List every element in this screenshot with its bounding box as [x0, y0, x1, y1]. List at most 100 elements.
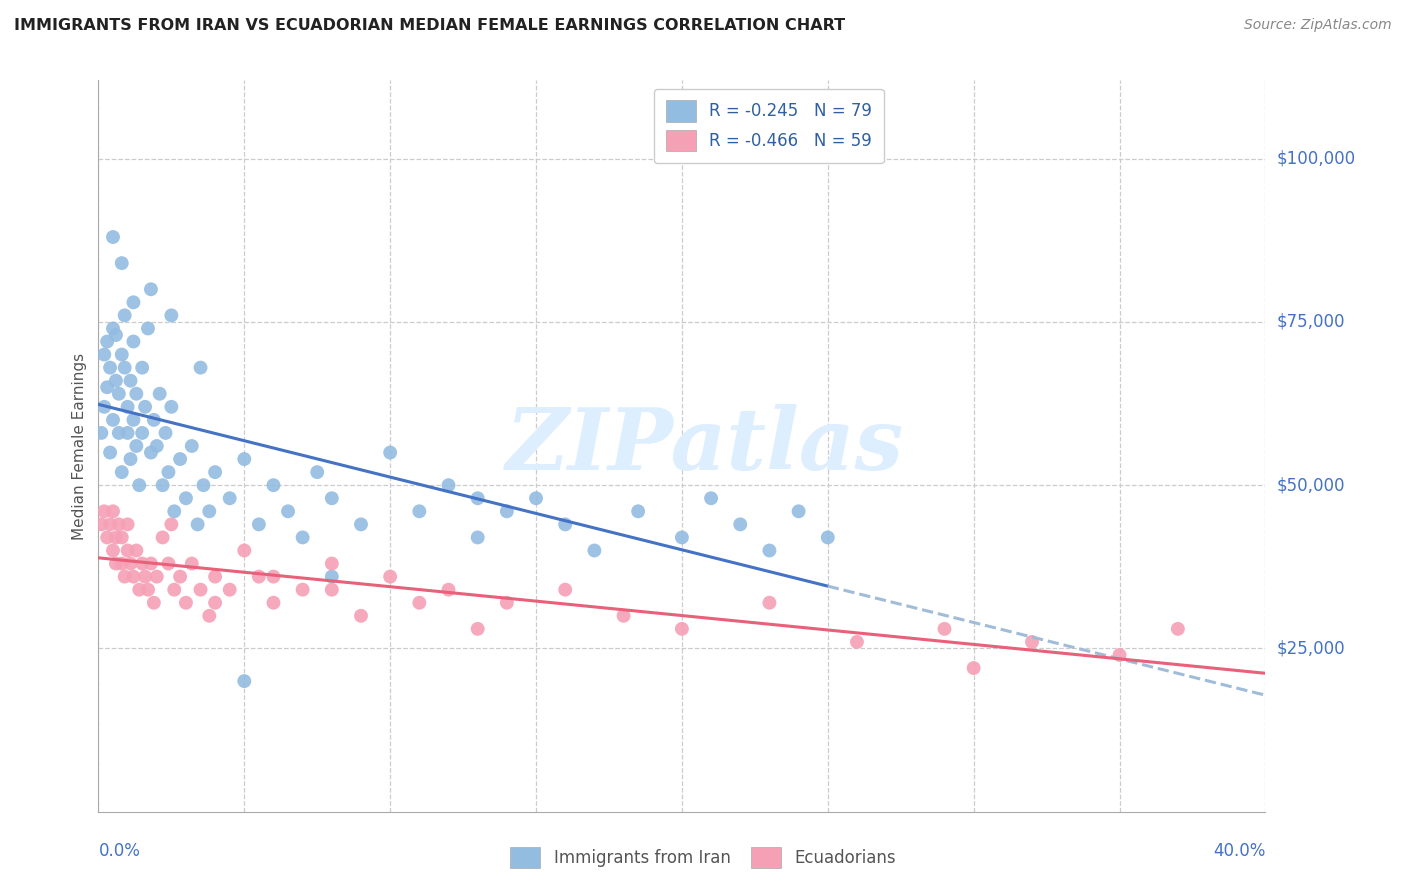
- Point: [104, 374, 127, 388]
- Text: $75,000: $75,000: [1277, 313, 1346, 331]
- Point: [163, 504, 186, 518]
- Point: [111, 557, 134, 571]
- Point: [114, 569, 136, 583]
- Point: [122, 413, 145, 427]
- Point: [247, 517, 270, 532]
- Point: [139, 282, 162, 296]
- Point: [408, 596, 430, 610]
- Point: [187, 517, 209, 532]
- Point: [169, 452, 191, 467]
- Point: [90, 425, 112, 440]
- Point: [277, 504, 299, 518]
- Point: [111, 347, 134, 362]
- Point: [554, 582, 576, 597]
- Point: [101, 504, 124, 518]
- Point: [157, 465, 180, 479]
- Point: [467, 622, 489, 636]
- Point: [108, 386, 131, 401]
- Point: [204, 596, 226, 610]
- Point: [98, 445, 121, 459]
- Text: $50,000: $50,000: [1277, 476, 1346, 494]
- Point: [131, 557, 153, 571]
- Point: [134, 400, 156, 414]
- Point: [204, 569, 226, 583]
- Point: [554, 517, 576, 532]
- Point: [321, 569, 343, 583]
- Point: [117, 425, 139, 440]
- Point: [262, 596, 284, 610]
- Point: [136, 582, 159, 597]
- Text: IMMIGRANTS FROM IRAN VS ECUADORIAN MEDIAN FEMALE EARNINGS CORRELATION CHART: IMMIGRANTS FROM IRAN VS ECUADORIAN MEDIA…: [14, 18, 845, 33]
- Point: [93, 400, 115, 414]
- Point: [730, 517, 752, 532]
- Point: [117, 543, 139, 558]
- Point: [962, 661, 984, 675]
- Point: [467, 530, 489, 544]
- Point: [125, 386, 148, 401]
- Point: [787, 504, 810, 518]
- Point: [98, 360, 121, 375]
- Point: [612, 608, 634, 623]
- Point: [817, 530, 839, 544]
- Point: [149, 386, 172, 401]
- Point: [96, 530, 118, 544]
- Point: [380, 445, 402, 459]
- Point: [350, 517, 373, 532]
- Point: [120, 452, 142, 467]
- Point: [437, 582, 460, 597]
- Point: [122, 295, 145, 310]
- Point: [101, 321, 124, 335]
- Point: [114, 360, 136, 375]
- Point: [204, 465, 226, 479]
- Point: [111, 256, 134, 270]
- Point: [627, 504, 650, 518]
- Point: [101, 413, 124, 427]
- Point: [111, 530, 134, 544]
- Point: [190, 582, 212, 597]
- Point: [125, 439, 148, 453]
- Point: [758, 596, 780, 610]
- Point: [671, 622, 693, 636]
- Point: [758, 543, 780, 558]
- Point: [350, 608, 373, 623]
- Text: Source: ZipAtlas.com: Source: ZipAtlas.com: [1244, 18, 1392, 32]
- Text: ZIPatlas: ZIPatlas: [506, 404, 904, 488]
- Point: [160, 517, 183, 532]
- Point: [160, 309, 183, 323]
- Point: [1108, 648, 1130, 662]
- Point: [122, 569, 145, 583]
- Point: [108, 425, 131, 440]
- Point: [120, 557, 142, 571]
- Point: [247, 569, 270, 583]
- Point: [155, 425, 177, 440]
- Point: [111, 465, 134, 479]
- Point: [108, 517, 131, 532]
- Point: [146, 439, 169, 453]
- Point: [122, 334, 145, 349]
- Point: [152, 478, 174, 492]
- Point: [142, 413, 165, 427]
- Point: [198, 608, 221, 623]
- Point: [291, 582, 314, 597]
- Point: [437, 478, 460, 492]
- Point: [218, 582, 240, 597]
- Point: [198, 504, 221, 518]
- Point: [321, 582, 343, 597]
- Point: [291, 530, 314, 544]
- Point: [233, 543, 256, 558]
- Point: [496, 596, 519, 610]
- Point: [90, 517, 112, 532]
- Point: [496, 504, 519, 518]
- Point: [146, 569, 169, 583]
- Point: [131, 425, 153, 440]
- Legend: R = -0.245   N = 79, R = -0.466   N = 59: R = -0.245 N = 79, R = -0.466 N = 59: [654, 88, 883, 163]
- Point: [160, 400, 183, 414]
- Point: [152, 530, 174, 544]
- Point: [380, 569, 402, 583]
- Text: $25,000: $25,000: [1277, 640, 1346, 657]
- Point: [262, 478, 284, 492]
- Point: [101, 230, 124, 244]
- Point: [524, 491, 547, 506]
- Point: [169, 569, 191, 583]
- Point: [193, 478, 215, 492]
